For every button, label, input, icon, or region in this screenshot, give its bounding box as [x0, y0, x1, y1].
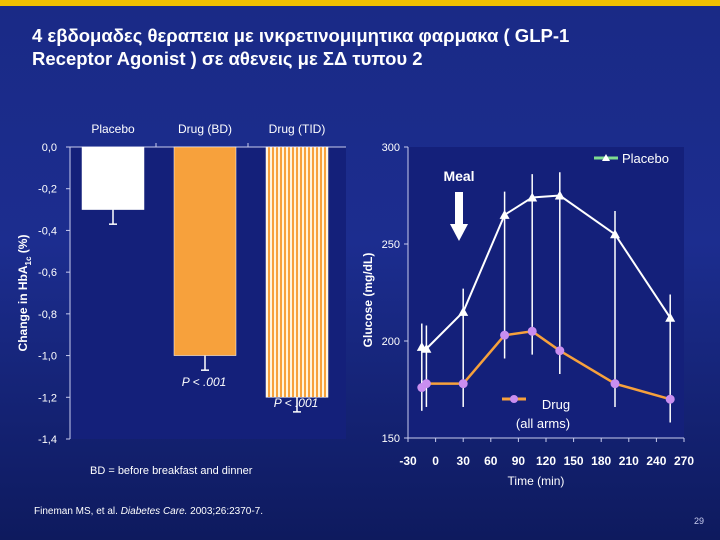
bar-y-axis-label: Change in HbA1c (%) [16, 235, 33, 352]
placebo-point [421, 343, 432, 353]
slide-title: 4 εβδομαδες θεραπεια με ινκρετινομιμητικ… [32, 24, 692, 70]
meal-label: Meal [443, 168, 474, 184]
line-xtick-label: 60 [484, 454, 498, 468]
line-xtick-label: -30 [399, 454, 417, 468]
line-xtick-label: 30 [457, 454, 471, 468]
citation-details: 2003;26:2370-7. [187, 506, 264, 517]
bar-category-label: Drug (TID) [269, 122, 326, 136]
drug-line [420, 329, 671, 401]
bar-ytick-label: -0,8 [38, 309, 57, 321]
bar-ytick-label: 0,0 [42, 142, 57, 154]
line-x-axis-label: Time (min) [508, 474, 565, 488]
tid-p-value: P < .001 [274, 396, 319, 410]
bar-category-label: Placebo [91, 122, 135, 136]
drug-point [665, 394, 675, 404]
placebo-point [610, 229, 620, 239]
line-xtick-label: 120 [536, 454, 556, 468]
bar-drug-tid [265, 146, 329, 398]
line-xtick-label: 210 [619, 454, 639, 468]
glucose-line-chart: 300 250 200 150 -30 0 30 60 90 120 150 180 210 240 27… [361, 142, 694, 488]
line-xtick-label: 150 [564, 454, 584, 468]
citation-authors: Fineman MS, et al. [34, 506, 121, 517]
placebo-point [527, 192, 538, 202]
page-number: 29 [693, 516, 704, 526]
line-ytick-label: 300 [382, 142, 400, 154]
citation: Fineman MS, et al. Diabetes Care. 2003;2… [34, 506, 263, 517]
line-xtick-label: 240 [646, 454, 666, 468]
line-plot-area [408, 147, 684, 438]
title-line-1: 4 εβδομαδες θεραπεια με ινκρετινομιμητικ… [32, 25, 570, 46]
bar-drug-bd [173, 146, 237, 356]
line-xtick-label: 270 [674, 454, 694, 468]
title-line-2: Receptor Agonist ) σε αθενεις με ΣΔ τυπο… [32, 48, 423, 69]
legend-drug-label-2: (all arms) [516, 416, 570, 431]
line-xtick-label: 180 [591, 454, 611, 468]
bar-placebo [81, 146, 145, 210]
placebo-point [458, 306, 469, 316]
footnote: BD = before breakfast and dinner [90, 465, 253, 477]
bar-ytick-label: -0,6 [38, 267, 57, 279]
line-ytick-label: 150 [382, 433, 400, 445]
citation-journal: Diabetes Care. [120, 506, 188, 517]
placebo-line [421, 194, 672, 350]
bar-ytick-label: -1,4 [38, 434, 57, 446]
placebo-point [499, 209, 510, 219]
legend-drug: Drug (all arms) [502, 395, 570, 431]
bar-ylabel-main: Change in HbA [16, 265, 30, 351]
drug-point [555, 346, 565, 356]
line-xtick-label: 90 [512, 454, 526, 468]
bar-ytick-label: -0,4 [38, 225, 57, 237]
drug-point [458, 379, 468, 389]
legend-drug-label-1: Drug [542, 397, 570, 412]
legend-drug-marker [510, 395, 518, 403]
bar-ytick-label: -1,2 [38, 392, 57, 404]
legend-placebo-label: Placebo [622, 151, 669, 166]
hba1c-bar-chart: 0,0 -0,2 -0,4 -0,6 -0,8 -1,0 -1,2 -1,4 Placebo D… [16, 122, 346, 446]
bar-ytick-label: -0,2 [38, 184, 57, 196]
bd-p-value: P < .001 [182, 375, 227, 389]
meal-arrow-icon [450, 192, 468, 241]
legend-placebo-marker [602, 154, 610, 161]
accent-bar [0, 0, 720, 6]
line-y-axis-label: Glucose (mg/dL) [361, 253, 375, 348]
line-ytick-label: 250 [382, 239, 400, 251]
bar-ytick-label: -1,0 [38, 351, 57, 363]
legend-placebo: Placebo [594, 151, 669, 166]
bar-ylabel-sub: 1c [24, 256, 33, 265]
drug-point [500, 330, 510, 340]
drug-point [421, 379, 431, 389]
line-xtick-label: 0 [432, 454, 439, 468]
drug-point [527, 326, 537, 336]
drug-point [610, 379, 620, 389]
placebo-point [665, 312, 676, 322]
bar-ylabel-suffix: (%) [16, 235, 30, 257]
line-ytick-label: 200 [382, 336, 400, 348]
bar-category-label: Drug (BD) [178, 122, 232, 136]
placebo-point [554, 190, 565, 200]
